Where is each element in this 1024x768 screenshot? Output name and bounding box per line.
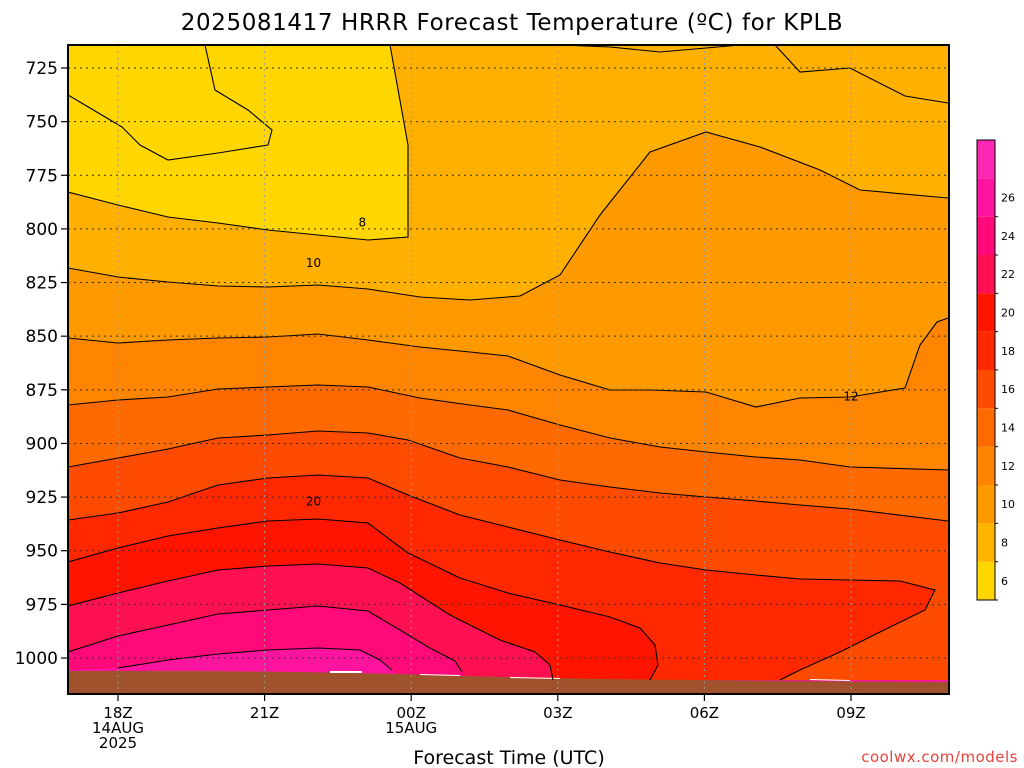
contour-18 [68,474,936,681]
colorbar-label-12: 12 [1001,460,1015,473]
y-tick-label-775: 775 [26,166,58,186]
colorbar-swatch-22 [977,255,995,294]
contour-22 [68,563,554,681]
contour-label-10: 10 [306,256,321,270]
y-tick-label-850: 850 [26,327,58,347]
y-tick-label-725: 725 [26,59,58,79]
colorbar-swatch-14 [977,408,995,447]
contour-26 [117,647,393,671]
y-tick-label-950: 950 [26,542,58,562]
colorbar-label-18: 18 [1001,345,1015,358]
colorbar-label-8: 8 [1001,537,1008,550]
colorbar-label-16: 16 [1001,383,1015,396]
colorbar-label-26: 26 [1001,192,1015,205]
x-tick-label-03Z-line-1: 03Z [543,704,572,722]
ground-surface [68,671,948,694]
y-tick-label-1000: 1000 [15,649,58,669]
y-tick-label-900: 900 [26,434,58,454]
colorbar-swatch-16 [977,370,995,409]
colorbar-label-24: 24 [1001,230,1015,243]
x-tick-label-06Z-line-1: 06Z [690,704,719,722]
contour-16 [68,430,949,522]
x-axis-title: Forecast Time (UTC) [413,747,604,768]
colorbar-label-22: 22 [1001,268,1015,281]
plot-area: 8 10 12 20 [68,45,949,694]
colorbar-swatch-26 [977,178,995,217]
contour-12 [68,317,949,408]
x-tick-label-00Z-line-1: 00Z [397,704,426,722]
colorbar-swatch-24 [977,216,995,255]
contour-lines [68,45,949,681]
contour-10 [68,131,949,301]
contour-20 [68,518,659,681]
y-axis: 725 750 775 800 825 850 875 900 925 950 975 1000 [15,59,68,669]
y-tick-label-925: 925 [26,488,58,508]
x-tick-label-09Z-line-1: 09Z [836,704,865,722]
colorbar-label-6: 6 [1001,575,1008,588]
x-tick-label-00Z-line-2: 15AUG [385,719,437,737]
contour-24 [68,605,463,673]
colorbar-swatch-10 [977,485,995,524]
contour-14 [68,384,949,471]
credit-link[interactable]: coolwx.com/models [861,748,1018,766]
contour-label-20: 20 [306,494,321,508]
contour-labels: 8 10 12 20 [306,215,859,508]
colorbar-swatch-18 [977,331,995,370]
plot-frame [67,44,950,695]
colorbar-swatch-28 [977,140,995,179]
y-tick-label-800: 800 [26,220,58,240]
colorbar-swatch-20 [977,293,995,332]
colorbar-swatch-8 [977,523,995,562]
chart-title: 2025081417 HRRR Forecast Temperature (ºC… [181,10,843,36]
y-tick-label-750: 750 [26,113,58,133]
x-tick-label-18Z-line-2: 14AUG [92,719,144,737]
contour-label-12: 12 [843,389,858,403]
colorbar-frame [976,139,996,601]
colorbar: 6 8 10 12 14 16 18 20 22 24 26 [976,139,1015,601]
contour-8-upper [559,45,741,53]
x-tick-label-21Z-line-1: 21Z [250,704,279,722]
y-tick-label-875: 875 [26,381,58,401]
y-tick-label-825: 825 [26,274,58,294]
colorbar-label-20: 20 [1001,307,1015,320]
colorbar-swatch-12 [977,446,995,485]
contour-label-8: 8 [359,215,367,229]
contour-8 [68,45,409,241]
contour-6 [68,45,273,161]
colorbar-swatch-6 [977,561,995,600]
colorbar-label-10: 10 [1001,498,1015,511]
x-tick-label-18Z-line-1: 18Z [103,704,132,722]
grid-lines [68,45,949,694]
colorbar-label-14: 14 [1001,422,1015,435]
y-tick-label-975: 975 [26,595,58,615]
x-tick-label-18Z-line-3: 2025 [99,734,137,752]
